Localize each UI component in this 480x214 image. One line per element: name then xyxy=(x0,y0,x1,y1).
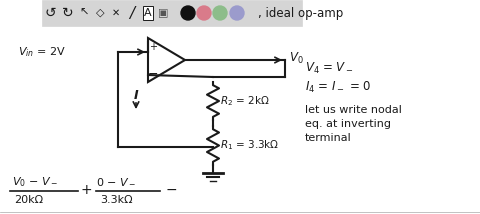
Text: terminal: terminal xyxy=(305,133,352,143)
Circle shape xyxy=(197,6,211,20)
Text: let us write nodal: let us write nodal xyxy=(305,105,402,115)
Text: $V_{in}$ = 2V: $V_{in}$ = 2V xyxy=(18,45,66,59)
Text: 3.3kΩ: 3.3kΩ xyxy=(100,195,132,205)
Text: /: / xyxy=(130,6,134,21)
Text: 0 − $V_-$: 0 − $V_-$ xyxy=(96,177,136,187)
Bar xyxy=(42,0,302,26)
Text: $I_4$ = $I_-$ = 0: $I_4$ = $I_-$ = 0 xyxy=(305,79,371,95)
Text: 20kΩ: 20kΩ xyxy=(14,195,43,205)
Text: $V_0$: $V_0$ xyxy=(289,51,304,65)
Text: −: − xyxy=(166,183,178,197)
Text: A: A xyxy=(144,8,152,18)
Text: +: + xyxy=(149,42,157,52)
Circle shape xyxy=(230,6,244,20)
Text: ↖: ↖ xyxy=(79,8,89,18)
Text: −: − xyxy=(148,67,158,80)
Circle shape xyxy=(213,6,227,20)
Text: ↺: ↺ xyxy=(44,6,56,20)
Text: $R_1$ = 3.3kΩ: $R_1$ = 3.3kΩ xyxy=(220,138,279,152)
Text: $V_4$ = $V_-$: $V_4$ = $V_-$ xyxy=(305,60,354,76)
Text: $R_2$ = 2kΩ: $R_2$ = 2kΩ xyxy=(220,94,269,108)
Text: +: + xyxy=(80,183,92,197)
Text: eq. at inverting: eq. at inverting xyxy=(305,119,391,129)
Text: ↻: ↻ xyxy=(62,6,74,20)
Text: I: I xyxy=(134,89,138,101)
Text: ▣: ▣ xyxy=(158,8,168,18)
Text: ✕: ✕ xyxy=(112,8,120,18)
Circle shape xyxy=(181,6,195,20)
Text: $V_0$ − $V_-$: $V_0$ − $V_-$ xyxy=(12,175,58,189)
Text: , ideal op-amp: , ideal op-amp xyxy=(258,6,343,19)
Text: ◇: ◇ xyxy=(96,8,104,18)
